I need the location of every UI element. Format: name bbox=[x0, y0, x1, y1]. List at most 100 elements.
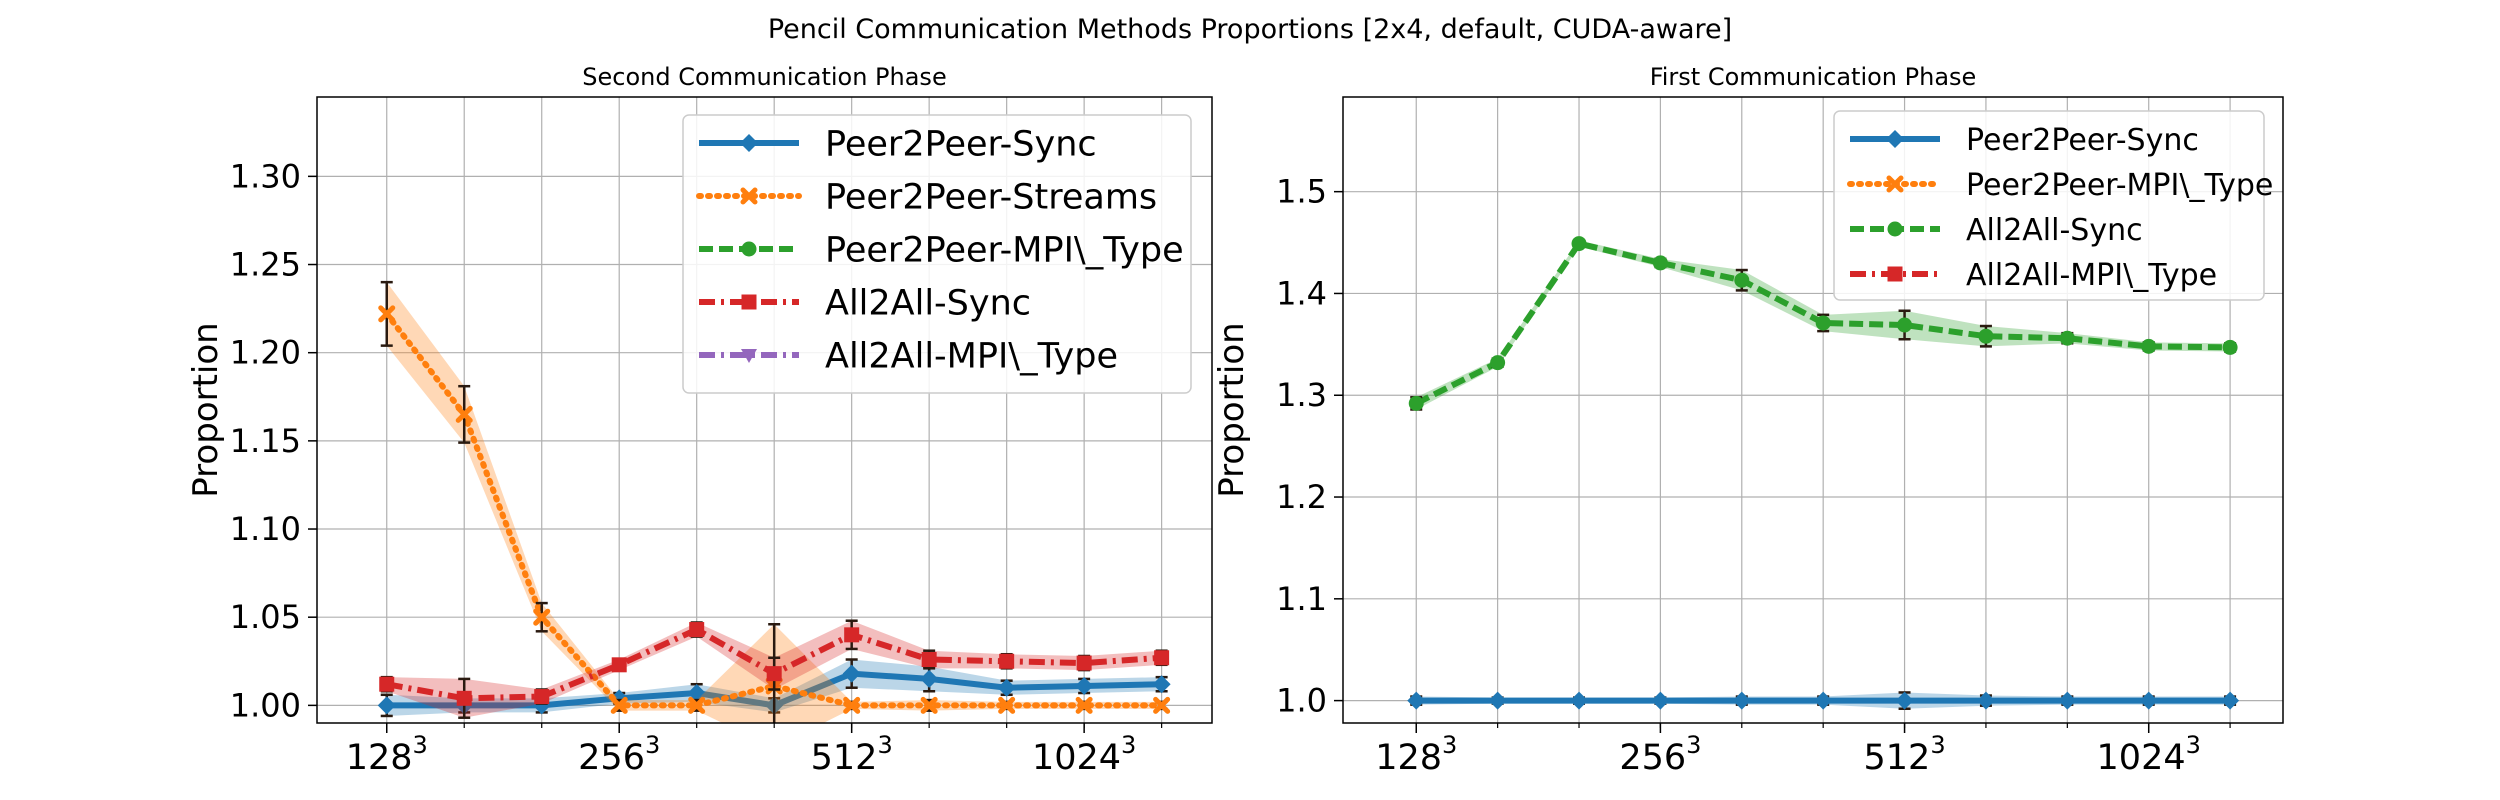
x-tick-label: 2563 bbox=[1619, 731, 1701, 778]
data-point bbox=[1075, 676, 1094, 695]
data-point bbox=[1652, 255, 1668, 271]
data-point bbox=[610, 696, 628, 714]
x-tick-label: 1283 bbox=[1375, 731, 1457, 778]
figure-title: Pencil Communication Methods Proportions… bbox=[767, 14, 1733, 45]
chart-panel-1: 1.00 1.05 1.10 1.15 1.20 1.25 1.30 1283 2563 5123… bbox=[186, 63, 1213, 778]
data-point bbox=[2139, 691, 2158, 710]
y-tick-label: 1.3 bbox=[1276, 376, 1327, 414]
legend-marker bbox=[740, 187, 758, 205]
data-point bbox=[455, 405, 473, 423]
data-point bbox=[611, 657, 627, 673]
series-4 bbox=[379, 619, 1170, 719]
chart-panel-2: 1.0 1.1 1.2 1.3 1.4 1.5 1283 2563 5123 10243 Propo… bbox=[1212, 63, 2284, 778]
data-point bbox=[377, 696, 396, 715]
y-tick-label: 1.15 bbox=[230, 422, 301, 460]
data-point bbox=[2222, 339, 2238, 355]
y-tick-label: 1.20 bbox=[230, 334, 301, 372]
legend-marker bbox=[741, 241, 757, 257]
y-tick-label: 1.2 bbox=[1276, 478, 1327, 516]
data-point bbox=[1154, 650, 1170, 666]
x-tick-label: 5123 bbox=[811, 731, 893, 778]
data-point bbox=[1815, 315, 1831, 331]
data-point bbox=[1732, 691, 1751, 710]
data-point bbox=[1076, 655, 1092, 671]
y-tick-label: 1.5 bbox=[1276, 173, 1327, 211]
data-point bbox=[920, 669, 939, 688]
data-point bbox=[999, 653, 1015, 669]
chart-title: First Communication Phase bbox=[1650, 63, 1977, 91]
data-point bbox=[378, 305, 396, 323]
data-point bbox=[766, 666, 782, 682]
legend-marker bbox=[740, 134, 758, 152]
data-point bbox=[843, 696, 861, 714]
legend-marker bbox=[741, 349, 757, 363]
data-point bbox=[1976, 691, 1995, 710]
legend-box bbox=[1833, 110, 2265, 301]
series-line bbox=[1414, 240, 2231, 407]
x-tick-label: 1283 bbox=[346, 731, 428, 778]
data-point bbox=[1895, 691, 1914, 710]
x-tick-label: 10243 bbox=[1032, 731, 1136, 778]
data-point bbox=[1408, 395, 1424, 411]
data-point bbox=[1571, 236, 1587, 252]
legend-box bbox=[682, 114, 1192, 394]
y-tick-label: 1.25 bbox=[230, 246, 301, 284]
legend-marker bbox=[1887, 266, 1903, 282]
plot-area bbox=[1407, 236, 2240, 710]
data-point bbox=[844, 627, 860, 643]
legend-label: Peer2Peer-Sync bbox=[825, 125, 1097, 165]
y-tick-label: 1.1 bbox=[1276, 580, 1327, 618]
legend: Peer2Peer-Sync Peer2Peer-MPI\_Type All2All… bbox=[1833, 110, 2273, 301]
data-point bbox=[1734, 272, 1750, 288]
data-point bbox=[1814, 691, 1833, 710]
x-tick-label: 5123 bbox=[1864, 731, 1946, 778]
legend-marker bbox=[1887, 221, 1903, 237]
data-point bbox=[456, 690, 472, 706]
data-point bbox=[1570, 691, 1589, 710]
data-point bbox=[534, 689, 550, 705]
legend-label: Peer2Peer-MPI\_Type bbox=[1966, 168, 2273, 203]
data-point bbox=[379, 676, 395, 692]
plot-frame bbox=[316, 96, 1213, 724]
data-point bbox=[1490, 355, 1506, 371]
data-point bbox=[920, 696, 938, 714]
data-point bbox=[2058, 691, 2077, 710]
legend-label: All2All-MPI\_Type bbox=[1966, 258, 2217, 293]
data-point bbox=[688, 696, 706, 714]
legend-label: All2All-Sync bbox=[825, 284, 1031, 324]
y-tick-label: 1.30 bbox=[230, 157, 301, 195]
legend-label: Peer2Peer-Streams bbox=[825, 178, 1157, 218]
data-point bbox=[1075, 696, 1093, 714]
data-point bbox=[533, 608, 551, 626]
legend: Peer2Peer-Sync Peer2Peer-Streams Peer2Peer… bbox=[682, 114, 1192, 394]
x-tick-label: 2563 bbox=[578, 731, 660, 778]
legend-label: Peer2Peer-Sync bbox=[1966, 123, 2199, 158]
y-tick-label: 1.10 bbox=[230, 510, 301, 548]
data-point bbox=[2221, 691, 2240, 710]
legend-label: All2All-MPI\_Type bbox=[825, 337, 1118, 377]
y-axis-label: Proportion bbox=[186, 322, 226, 497]
plot-area bbox=[377, 280, 1171, 723]
data-point bbox=[1152, 675, 1171, 694]
y-tick-label: 1.05 bbox=[230, 598, 301, 636]
data-point bbox=[1488, 691, 1507, 710]
legend-label: All2All-Sync bbox=[1966, 213, 2143, 248]
data-point bbox=[1897, 317, 1913, 333]
data-point bbox=[921, 652, 937, 668]
plot-frame bbox=[1342, 96, 2284, 724]
legend-marker bbox=[741, 294, 757, 310]
data-point bbox=[1153, 696, 1171, 714]
data-point bbox=[1651, 691, 1670, 710]
legend-marker bbox=[1886, 175, 1904, 193]
legend-marker bbox=[1886, 130, 1904, 148]
y-tick-label: 1.0 bbox=[1276, 682, 1327, 720]
y-axis-label: Proportion bbox=[1212, 322, 1252, 497]
series-3 bbox=[1408, 236, 2238, 411]
data-point bbox=[1407, 691, 1426, 710]
chart-title: Second Communication Phase bbox=[582, 63, 946, 91]
data-point bbox=[689, 622, 705, 638]
data-point bbox=[842, 664, 861, 683]
y-tick-label: 1.00 bbox=[230, 686, 301, 724]
data-point bbox=[2059, 330, 2075, 346]
